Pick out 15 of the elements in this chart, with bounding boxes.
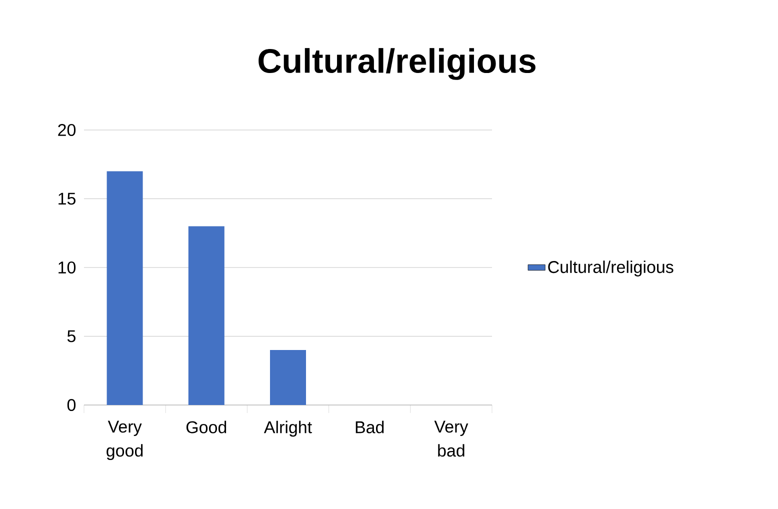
y-tick-label: 20 bbox=[58, 124, 76, 136]
y-tick-label: 10 bbox=[58, 261, 76, 274]
x-tick-label: Very bad bbox=[434, 420, 468, 457]
chart-title: Cultural/religious bbox=[258, 48, 536, 80]
x-tick-label: Very good bbox=[106, 420, 143, 460]
y-tick-label: 5 bbox=[67, 330, 76, 342]
y-tick-label: 0 bbox=[67, 398, 76, 412]
bar bbox=[106, 171, 143, 405]
x-tick-label: Alright bbox=[264, 420, 312, 437]
x-tick-label: Good bbox=[186, 420, 226, 434]
bar bbox=[188, 226, 224, 405]
y-tick-label: 15 bbox=[58, 192, 76, 205]
x-tick-label: Bad bbox=[356, 420, 384, 434]
legend-label: Cultural/religious bbox=[548, 260, 674, 276]
bar bbox=[270, 350, 306, 405]
